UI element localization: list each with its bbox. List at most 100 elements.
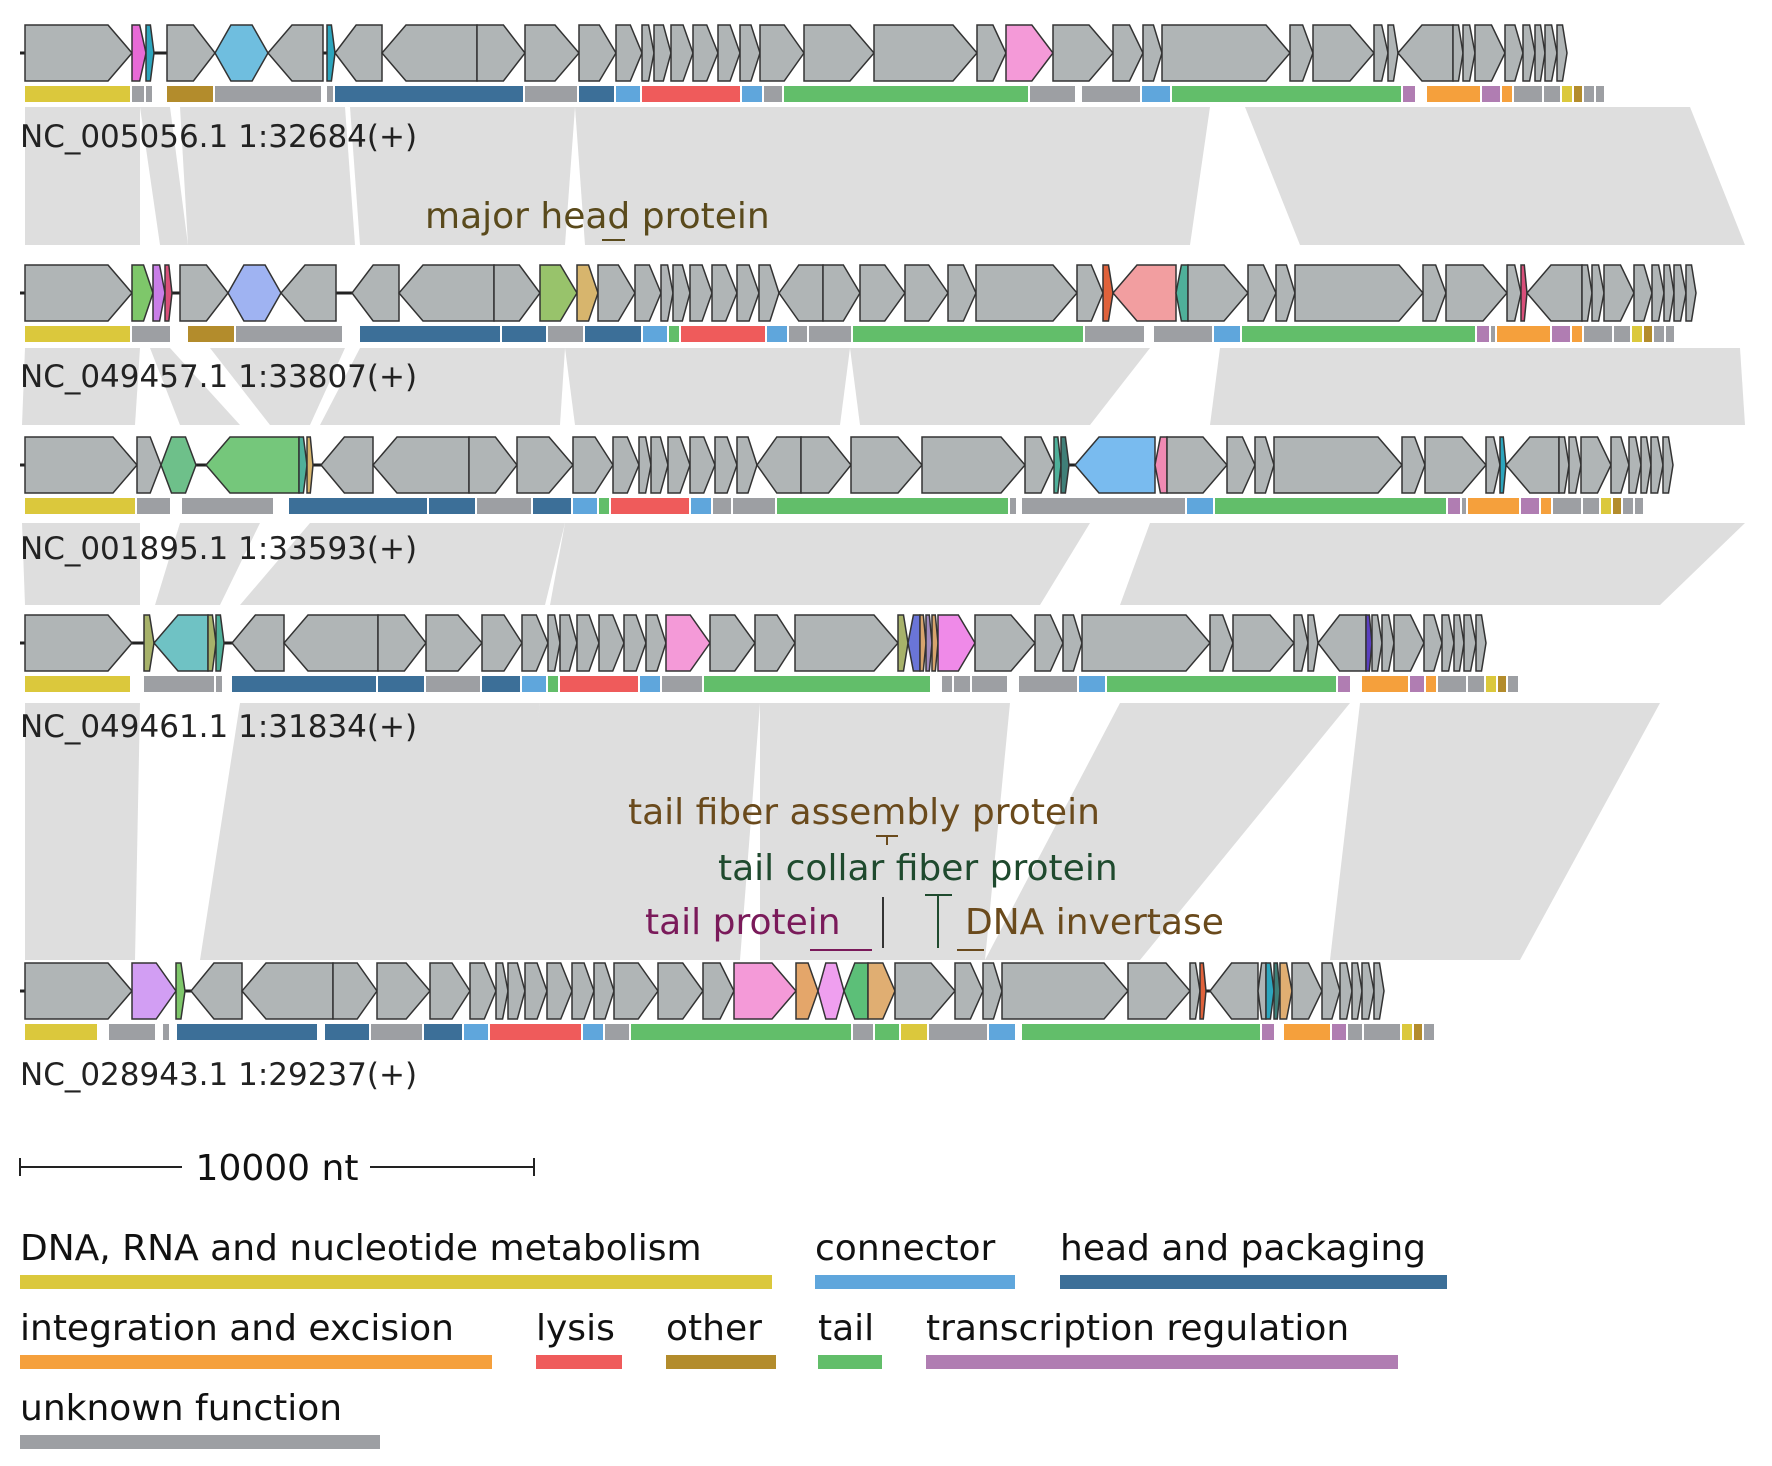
category-bar-unknown	[144, 676, 214, 692]
category-bar-head	[585, 326, 641, 342]
gene-arrow	[1373, 962, 1385, 1020]
gene-arrow	[539, 264, 578, 322]
gene-arrow	[1393, 614, 1425, 672]
gene-arrow	[143, 614, 155, 672]
gene-arrow	[947, 264, 977, 322]
gene-arrow	[1650, 436, 1664, 494]
category-bar-connector	[464, 1024, 488, 1040]
category-bar-unknown	[163, 1024, 169, 1040]
gene-arrow	[1556, 24, 1568, 82]
legend-label-other: other	[666, 1308, 762, 1349]
gene-arrow	[733, 962, 797, 1020]
gene-arrow	[1060, 436, 1070, 494]
gene-arrow	[1462, 24, 1476, 82]
category-bar-tail	[669, 326, 679, 342]
gene-arrow	[623, 614, 647, 672]
gene-arrow	[547, 614, 561, 672]
annotation-tail-protein: tail protein	[645, 902, 841, 943]
category-bar-other	[1414, 1024, 1422, 1040]
category-bar-head	[232, 676, 376, 692]
gene-arrow	[1452, 24, 1464, 82]
category-bar-unknown	[1544, 86, 1560, 102]
gene-arrow	[1685, 264, 1697, 322]
category-bar-unknown	[1085, 326, 1144, 342]
gene-arrow	[1232, 614, 1295, 672]
category-bar-tail	[853, 326, 1083, 342]
legend-swatch-lysis	[536, 1355, 622, 1369]
gene-arrow	[1052, 24, 1114, 82]
gene-arrow	[377, 614, 427, 672]
category-bar-unknown	[929, 1024, 987, 1040]
legend-swatch-other	[666, 1355, 776, 1369]
category-bar-unknown	[477, 498, 531, 514]
gene-arrow	[843, 962, 869, 1020]
category-bar-transcription	[1448, 498, 1460, 514]
gene-arrow	[1663, 264, 1675, 322]
gene-arrow	[320, 436, 374, 494]
category-bar-unknown	[236, 326, 342, 342]
gene-arrow	[1526, 264, 1583, 322]
gene-arrow	[1199, 962, 1207, 1020]
gene-arrow	[207, 614, 217, 672]
gene-arrow	[1247, 264, 1277, 322]
gene-arrow	[1317, 614, 1367, 672]
category-bar-unknown	[972, 676, 1007, 692]
category-bar-integration	[1502, 86, 1512, 102]
gene-arrow	[1161, 24, 1291, 82]
gene-arrow	[1279, 962, 1293, 1020]
category-bar-unknown	[1514, 86, 1542, 102]
gene-arrow	[894, 962, 956, 1020]
gene-arrow	[524, 962, 548, 1020]
gene-arrow	[334, 24, 383, 82]
gene-arrow	[1291, 962, 1323, 1020]
legend-swatch-tail	[818, 1355, 882, 1369]
category-bar-tail	[599, 498, 609, 514]
category-bar-other	[1498, 676, 1506, 692]
gene-arrow	[1275, 264, 1296, 322]
legend-swatch-head	[1060, 1275, 1447, 1289]
category-bar-dna	[1601, 498, 1611, 514]
gene-arrow	[1474, 24, 1506, 82]
category-bar-head	[579, 86, 614, 102]
category-bar-dna	[25, 676, 130, 692]
category-bar-integration	[1284, 1024, 1330, 1040]
category-bar-unknown	[605, 1024, 629, 1040]
category-bar-unknown	[216, 676, 222, 692]
gene-arrow	[215, 614, 225, 672]
gene-arrow	[1504, 24, 1524, 82]
gene-arrow	[1321, 962, 1341, 1020]
gene-arrow	[634, 264, 662, 322]
gene-arrow	[904, 264, 949, 322]
gene-arrow	[859, 264, 906, 322]
gene-arrow	[152, 264, 166, 322]
gene-arrow	[578, 24, 617, 82]
gene-arrow	[546, 962, 573, 1020]
gene-arrow	[670, 24, 694, 82]
gene-arrow	[1662, 436, 1674, 494]
gene-arrow	[1422, 264, 1447, 322]
gene-arrow	[1076, 264, 1104, 322]
legend-swatch-transcription	[926, 1355, 1398, 1369]
gene-arrow	[469, 962, 497, 1020]
gene-arrow	[1257, 962, 1267, 1020]
category-bar-other	[1574, 86, 1582, 102]
genome-track-NC_049457.1: NC_049457.1 1:33807(+)	[20, 264, 1697, 395]
gene-arrow	[665, 614, 711, 672]
gene-arrow	[1307, 614, 1319, 672]
category-bar-tail	[1107, 676, 1336, 692]
gene-arrow	[976, 24, 1007, 82]
category-bar-unknown	[132, 86, 144, 102]
gene-arrow	[521, 614, 549, 672]
category-bar-unknown	[327, 86, 333, 102]
category-bar-transcription	[1477, 326, 1489, 342]
gene-arrow	[597, 264, 636, 322]
genome-track-NC_028943.1: NC_028943.1 1:29237(+)	[20, 962, 1434, 1093]
legend-label-integration: integration and excision	[20, 1308, 454, 1349]
gene-arrow	[493, 264, 541, 322]
category-bar-unknown	[1553, 498, 1581, 514]
category-bar-unknown	[713, 498, 731, 514]
gene-arrow	[803, 24, 875, 82]
category-bar-unknown	[1022, 498, 1185, 514]
gene-arrow	[653, 24, 672, 82]
category-bar-unknown	[109, 1024, 155, 1040]
